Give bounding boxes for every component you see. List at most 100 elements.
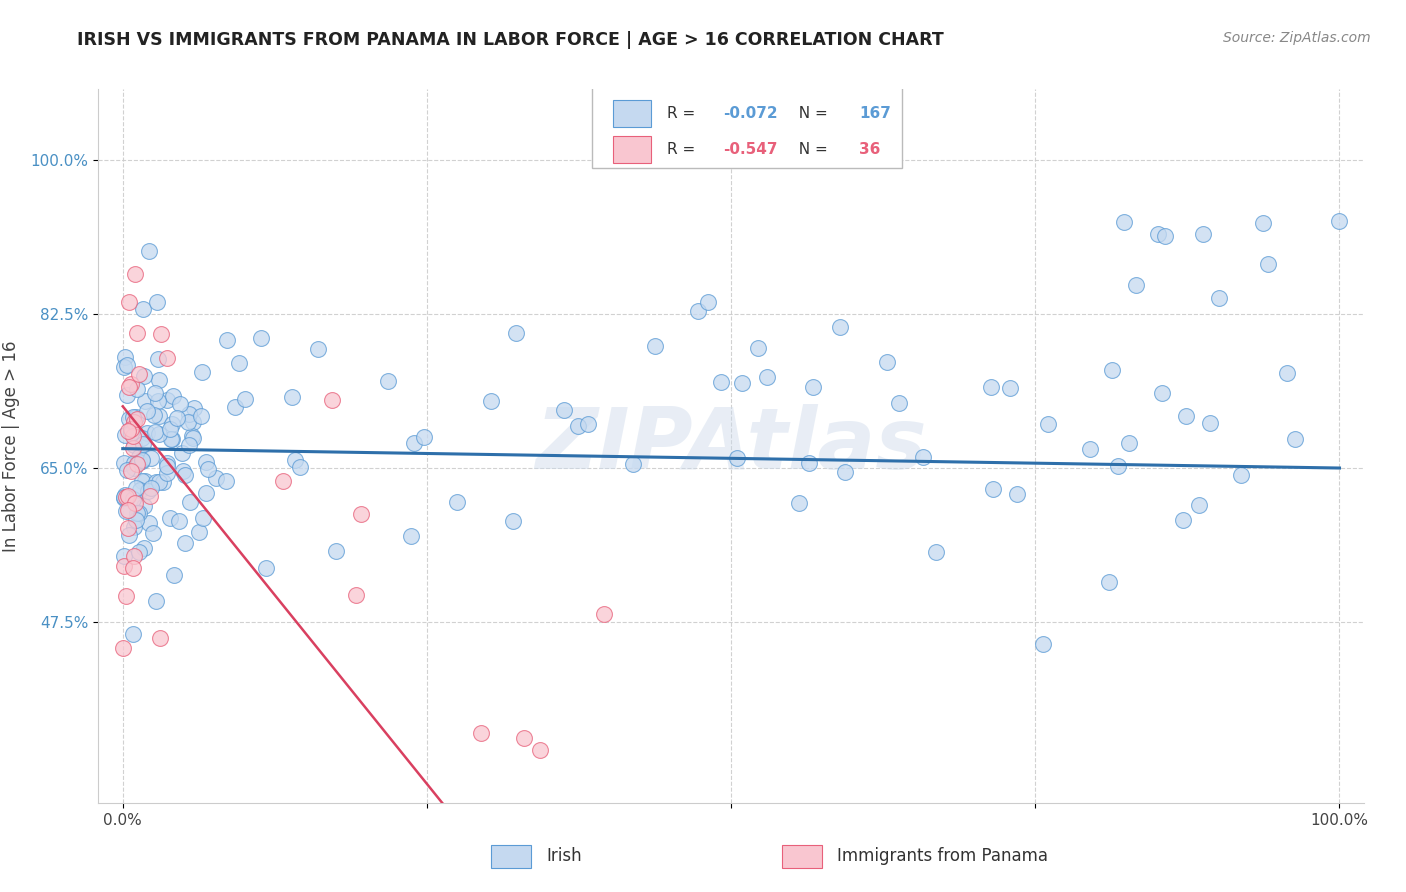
Point xyxy=(834,465,856,479)
Point xyxy=(124,461,146,475)
Point xyxy=(145,594,167,608)
Point xyxy=(281,391,304,405)
Point xyxy=(446,494,468,508)
Point xyxy=(981,482,1004,496)
Point xyxy=(710,375,733,389)
Point xyxy=(696,294,718,309)
Point xyxy=(132,499,155,513)
Point xyxy=(118,411,141,425)
Point xyxy=(139,489,162,503)
Point xyxy=(112,456,135,470)
Point xyxy=(479,393,502,408)
Point xyxy=(115,358,138,372)
FancyBboxPatch shape xyxy=(592,78,903,168)
Point xyxy=(593,607,616,622)
Point xyxy=(801,380,824,394)
Point xyxy=(162,389,184,403)
FancyBboxPatch shape xyxy=(782,845,823,868)
Point xyxy=(120,422,142,436)
Point xyxy=(1192,227,1215,241)
Point xyxy=(688,303,710,318)
Text: 36: 36 xyxy=(859,142,880,157)
Point xyxy=(172,446,194,460)
Point xyxy=(148,373,170,387)
Point xyxy=(172,464,194,478)
Point xyxy=(166,411,188,425)
Point xyxy=(181,415,204,429)
Point xyxy=(156,351,179,365)
Point xyxy=(177,438,200,452)
Point xyxy=(122,549,145,564)
Point xyxy=(183,401,205,415)
Point xyxy=(122,416,145,430)
Point xyxy=(160,433,183,447)
Point xyxy=(124,267,146,281)
Point xyxy=(112,490,135,504)
Point xyxy=(131,474,153,488)
Point xyxy=(127,326,149,340)
Point xyxy=(1275,366,1298,380)
Point xyxy=(117,424,139,438)
Point xyxy=(125,409,148,424)
Point xyxy=(136,484,159,499)
Point xyxy=(325,544,347,558)
Point xyxy=(156,392,179,407)
Point xyxy=(1329,214,1351,228)
Point xyxy=(117,489,139,503)
Point xyxy=(159,510,181,524)
Point xyxy=(1036,417,1059,431)
Point xyxy=(121,428,143,442)
Point xyxy=(502,514,524,528)
Point xyxy=(413,430,436,444)
Point xyxy=(925,545,948,559)
Point xyxy=(122,561,145,575)
Point xyxy=(139,481,162,495)
Point xyxy=(115,504,138,518)
Point xyxy=(145,475,167,489)
Point xyxy=(134,541,156,555)
Point xyxy=(146,351,169,366)
Point xyxy=(194,455,217,469)
Point xyxy=(350,507,373,521)
Point xyxy=(146,393,169,408)
Point xyxy=(1112,215,1135,229)
Point xyxy=(177,415,200,429)
Point xyxy=(136,404,159,418)
Point xyxy=(163,568,186,582)
Text: N =: N = xyxy=(789,142,832,157)
Point xyxy=(1125,277,1147,292)
Point xyxy=(114,491,136,505)
Point xyxy=(114,589,136,603)
Point xyxy=(307,342,329,356)
Point xyxy=(114,350,136,364)
Point xyxy=(114,488,136,502)
Point xyxy=(124,482,146,496)
Point xyxy=(127,506,149,520)
Point xyxy=(122,441,145,455)
Point xyxy=(112,549,135,564)
Point xyxy=(125,383,148,397)
Point xyxy=(195,486,218,500)
Point xyxy=(118,295,141,310)
FancyBboxPatch shape xyxy=(613,136,651,163)
Point xyxy=(576,417,599,431)
Point xyxy=(122,438,145,452)
Text: 167: 167 xyxy=(859,106,891,120)
Point xyxy=(121,626,143,640)
Point xyxy=(148,427,170,442)
Point xyxy=(128,368,150,382)
Point xyxy=(1118,435,1140,450)
Point xyxy=(120,464,142,478)
Point xyxy=(1032,637,1054,651)
Text: N =: N = xyxy=(789,106,832,120)
Point xyxy=(115,463,138,477)
Point xyxy=(128,450,150,464)
Point xyxy=(344,588,367,602)
Point xyxy=(889,396,911,410)
Point xyxy=(1187,498,1209,512)
Point xyxy=(125,457,148,471)
FancyBboxPatch shape xyxy=(491,845,531,868)
Point xyxy=(747,342,769,356)
Point xyxy=(529,742,551,756)
Point xyxy=(174,535,197,549)
